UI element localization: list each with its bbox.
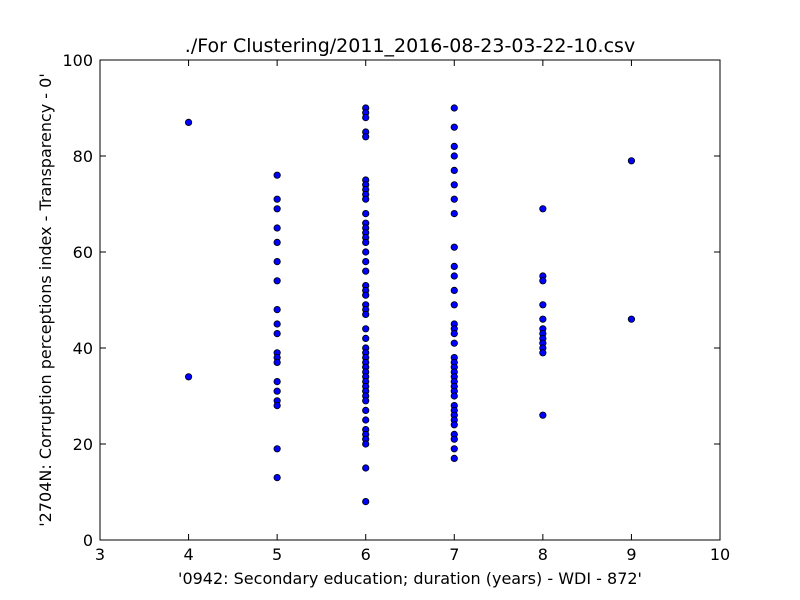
data-point (450, 339, 458, 347)
data-point (450, 329, 458, 338)
data-point (450, 166, 458, 174)
data-point (539, 301, 547, 309)
data-point (450, 142, 458, 150)
data-point (450, 152, 458, 160)
y-tick-label: 40 (73, 339, 93, 358)
data-point (273, 358, 281, 366)
data-point (450, 454, 458, 462)
y-tick-label: 80 (73, 147, 93, 166)
chart-title: ./For Clustering/2011_2016-08-23-03-22-1… (185, 35, 635, 57)
data-point (273, 401, 281, 410)
x-tick-label: 7 (449, 545, 459, 564)
data-point (450, 195, 458, 203)
y-tick-label: 100 (62, 51, 93, 70)
data-point (362, 210, 370, 218)
data-point (450, 392, 458, 400)
data-point (273, 387, 281, 395)
data-point (362, 267, 370, 275)
data-point (627, 157, 636, 165)
data-point (450, 243, 458, 251)
data-point (362, 195, 370, 203)
y-tick-label: 60 (73, 243, 93, 262)
data-point (450, 301, 458, 309)
data-point (450, 421, 458, 429)
data-point (450, 272, 458, 280)
data-point (450, 435, 458, 443)
data-point (450, 123, 458, 131)
data-point (362, 248, 370, 256)
x-tick-label: 3 (95, 545, 105, 564)
data-point (273, 305, 281, 314)
data-point (273, 171, 281, 179)
data-point (273, 329, 281, 338)
data-point (273, 277, 281, 285)
x-tick-label: 6 (361, 545, 371, 564)
x-tick-label: 4 (183, 545, 193, 564)
data-point (273, 320, 281, 328)
x-axis-title: '0942: Secondary education; duration (ye… (178, 569, 642, 588)
plot-frame (99, 59, 721, 541)
data-point (450, 104, 458, 112)
data-point (362, 464, 370, 472)
data-point (539, 349, 547, 357)
data-point (273, 195, 281, 203)
data-point (539, 411, 547, 419)
data-point (450, 286, 458, 294)
data-point (273, 473, 281, 482)
data-point (450, 445, 458, 453)
data-point (273, 205, 281, 213)
data-point (627, 315, 636, 323)
data-point (362, 133, 370, 141)
data-point (273, 257, 281, 266)
y-tick-label: 20 (73, 435, 93, 454)
data-point (362, 325, 370, 333)
data-point (362, 238, 370, 246)
data-point (273, 377, 281, 386)
data-point (184, 118, 193, 127)
x-tick-label: 8 (538, 545, 548, 564)
x-tick-label: 9 (626, 545, 636, 564)
data-point (362, 257, 370, 266)
data-point (362, 406, 370, 414)
data-point (539, 205, 547, 213)
y-tick-label: 0 (83, 531, 93, 550)
data-point (539, 277, 547, 285)
data-point (362, 397, 370, 405)
data-point (362, 497, 370, 506)
data-point (273, 445, 281, 453)
data-point (450, 210, 458, 218)
data-point (184, 373, 193, 381)
data-point (362, 310, 370, 318)
data-point (450, 181, 458, 189)
x-tick-label: 5 (272, 545, 282, 564)
data-point (362, 440, 370, 448)
data-point (362, 291, 370, 299)
y-axis-title: '2704N: Corruption perceptions index - T… (36, 73, 55, 526)
data-point (450, 262, 458, 270)
data-point (362, 334, 370, 342)
data-point (273, 224, 281, 232)
data-point (539, 315, 547, 323)
data-point (273, 238, 281, 246)
data-point (362, 416, 370, 424)
data-point (362, 114, 370, 122)
x-tick-label: 10 (710, 545, 730, 564)
